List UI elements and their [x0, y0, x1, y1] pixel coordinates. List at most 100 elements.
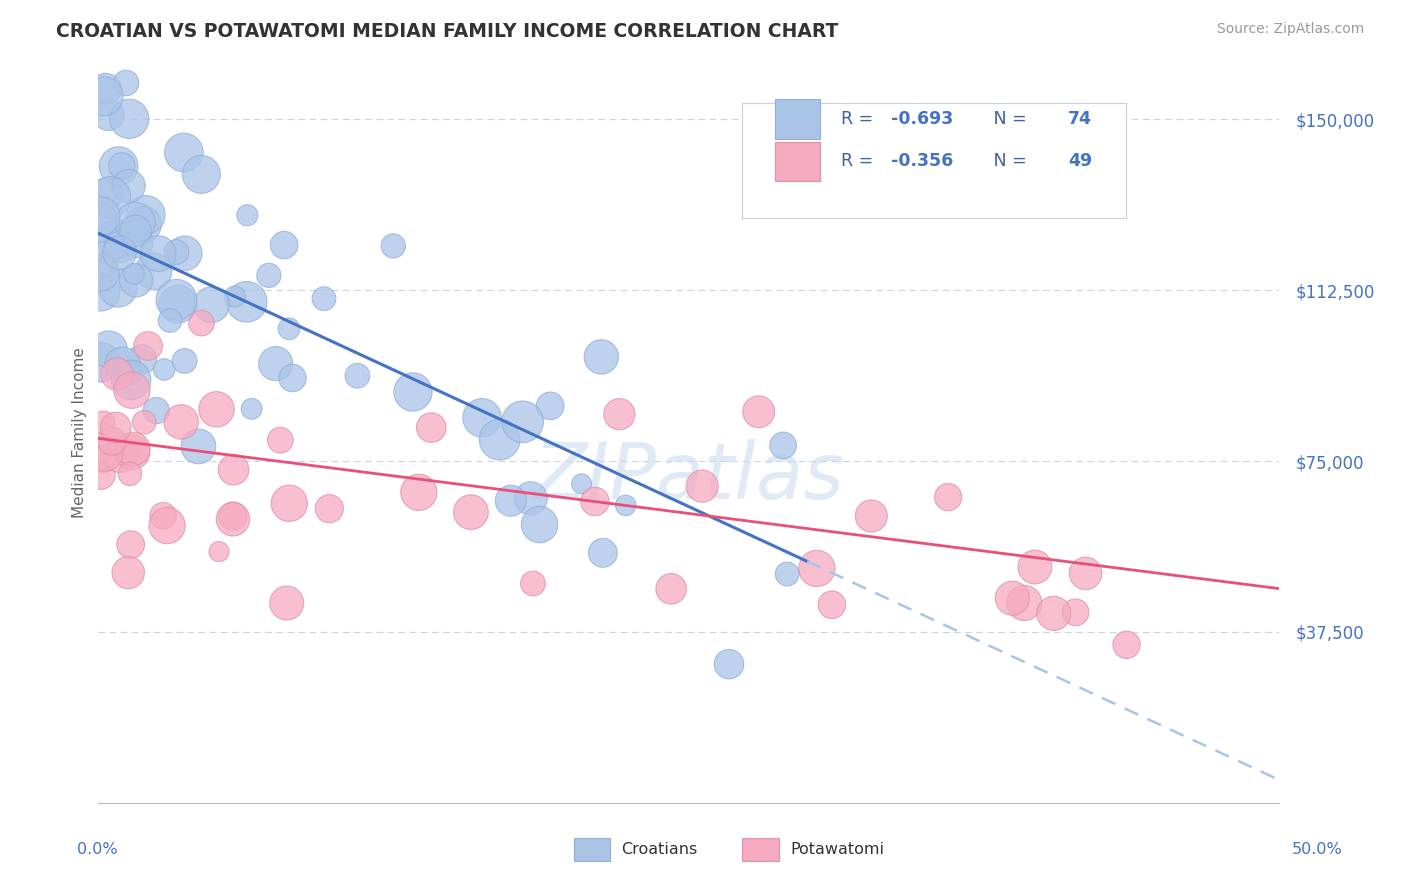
- Point: [121, 383, 143, 397]
- Point: [936, 490, 959, 504]
- Point: [142, 264, 165, 278]
- FancyBboxPatch shape: [742, 103, 1126, 218]
- Point: [614, 499, 637, 513]
- Point: [135, 208, 157, 222]
- Point: [170, 415, 193, 429]
- Point: [276, 596, 298, 610]
- Point: [110, 240, 132, 254]
- Point: [273, 238, 295, 252]
- Point: [90, 209, 112, 223]
- Point: [107, 281, 129, 295]
- Point: [105, 232, 128, 246]
- Point: [94, 446, 117, 460]
- Point: [117, 179, 139, 194]
- Text: Potawatomi: Potawatomi: [790, 842, 884, 856]
- Point: [90, 266, 112, 280]
- Point: [1012, 596, 1035, 610]
- Bar: [775, 99, 820, 138]
- Point: [583, 494, 606, 508]
- Point: [591, 350, 613, 364]
- Point: [156, 518, 179, 533]
- Point: [748, 405, 770, 419]
- Point: [97, 343, 120, 357]
- Point: [107, 159, 129, 173]
- Point: [190, 316, 212, 330]
- Point: [173, 145, 195, 160]
- Point: [94, 82, 117, 96]
- Point: [190, 167, 212, 181]
- Point: [152, 508, 174, 523]
- Point: [281, 371, 304, 385]
- Point: [136, 339, 159, 353]
- Point: [96, 186, 118, 201]
- Point: [257, 268, 280, 283]
- Point: [124, 215, 146, 229]
- Point: [224, 289, 246, 303]
- Point: [264, 357, 287, 371]
- Point: [108, 245, 131, 260]
- Point: [592, 546, 614, 560]
- Point: [111, 358, 134, 372]
- Text: 50.0%: 50.0%: [1292, 842, 1343, 856]
- Point: [131, 352, 153, 367]
- Text: N =: N =: [977, 110, 1032, 128]
- Point: [538, 399, 561, 413]
- Text: -0.356: -0.356: [891, 153, 953, 170]
- Text: ZIPatlas: ZIPatlas: [533, 439, 845, 515]
- Point: [222, 463, 245, 477]
- Point: [512, 415, 534, 429]
- Point: [222, 512, 245, 526]
- Point: [97, 108, 120, 122]
- Point: [1064, 605, 1087, 619]
- Point: [1001, 591, 1024, 606]
- Point: [420, 420, 443, 434]
- Point: [776, 567, 799, 582]
- Point: [772, 438, 794, 452]
- Point: [145, 403, 167, 417]
- Point: [165, 293, 187, 307]
- Text: 49: 49: [1069, 153, 1092, 170]
- Point: [1115, 638, 1137, 652]
- Text: CROATIAN VS POTAWATOMI MEDIAN FAMILY INCOME CORRELATION CHART: CROATIAN VS POTAWATOMI MEDIAN FAMILY INC…: [56, 22, 838, 41]
- Point: [108, 448, 131, 462]
- Point: [125, 273, 148, 287]
- Point: [122, 442, 145, 456]
- Text: Croatians: Croatians: [621, 842, 697, 856]
- Point: [200, 298, 222, 312]
- Point: [529, 517, 551, 532]
- Y-axis label: Median Family Income: Median Family Income: [72, 347, 87, 518]
- Point: [278, 496, 301, 510]
- Point: [127, 235, 149, 250]
- Text: Source: ZipAtlas.com: Source: ZipAtlas.com: [1216, 22, 1364, 37]
- Point: [167, 297, 190, 311]
- Point: [346, 368, 368, 383]
- Point: [609, 407, 631, 421]
- Point: [90, 245, 112, 260]
- Text: 0.0%: 0.0%: [77, 842, 118, 856]
- Point: [806, 561, 828, 575]
- Text: 74: 74: [1069, 110, 1092, 128]
- Point: [408, 485, 430, 500]
- Point: [146, 246, 169, 260]
- Point: [522, 576, 544, 591]
- Point: [115, 76, 138, 90]
- Point: [205, 402, 228, 417]
- Point: [659, 582, 682, 596]
- Text: -0.693: -0.693: [891, 110, 953, 128]
- Point: [134, 415, 156, 429]
- Point: [104, 420, 127, 434]
- Point: [96, 259, 118, 273]
- Point: [187, 439, 209, 453]
- Point: [117, 566, 139, 580]
- Point: [93, 89, 115, 103]
- Point: [91, 452, 114, 467]
- Point: [520, 491, 543, 506]
- Point: [235, 294, 257, 309]
- Point: [118, 467, 141, 481]
- Point: [165, 245, 187, 260]
- Point: [402, 384, 425, 399]
- Point: [240, 401, 263, 416]
- Point: [717, 657, 740, 672]
- Point: [132, 218, 155, 232]
- Point: [269, 433, 291, 447]
